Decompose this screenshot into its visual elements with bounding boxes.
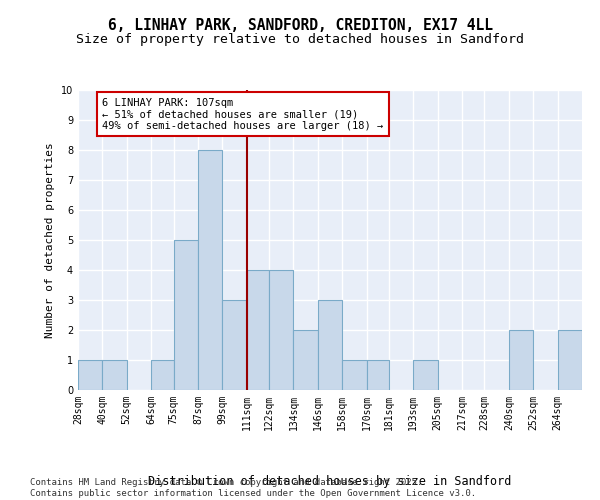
Bar bbox=[413, 360, 438, 390]
Bar bbox=[78, 360, 103, 390]
Text: 6 LINHAY PARK: 107sqm
← 51% of detached houses are smaller (19)
49% of semi-deta: 6 LINHAY PARK: 107sqm ← 51% of detached … bbox=[103, 98, 383, 130]
Y-axis label: Number of detached properties: Number of detached properties bbox=[46, 142, 55, 338]
Bar bbox=[247, 270, 269, 390]
Text: 6, LINHAY PARK, SANDFORD, CREDITON, EX17 4LL: 6, LINHAY PARK, SANDFORD, CREDITON, EX17… bbox=[107, 18, 493, 32]
Bar bbox=[103, 360, 127, 390]
X-axis label: Distribution of detached houses by size in Sandford: Distribution of detached houses by size … bbox=[148, 474, 512, 488]
Bar bbox=[509, 330, 533, 390]
Bar bbox=[222, 300, 247, 390]
Text: Contains HM Land Registry data © Crown copyright and database right 2025.
Contai: Contains HM Land Registry data © Crown c… bbox=[30, 478, 476, 498]
Bar bbox=[173, 240, 198, 390]
Bar bbox=[367, 360, 389, 390]
Bar bbox=[557, 330, 582, 390]
Bar bbox=[293, 330, 318, 390]
Bar bbox=[318, 300, 342, 390]
Bar bbox=[151, 360, 173, 390]
Bar bbox=[342, 360, 367, 390]
Text: Size of property relative to detached houses in Sandford: Size of property relative to detached ho… bbox=[76, 32, 524, 46]
Bar bbox=[269, 270, 293, 390]
Bar bbox=[198, 150, 222, 390]
